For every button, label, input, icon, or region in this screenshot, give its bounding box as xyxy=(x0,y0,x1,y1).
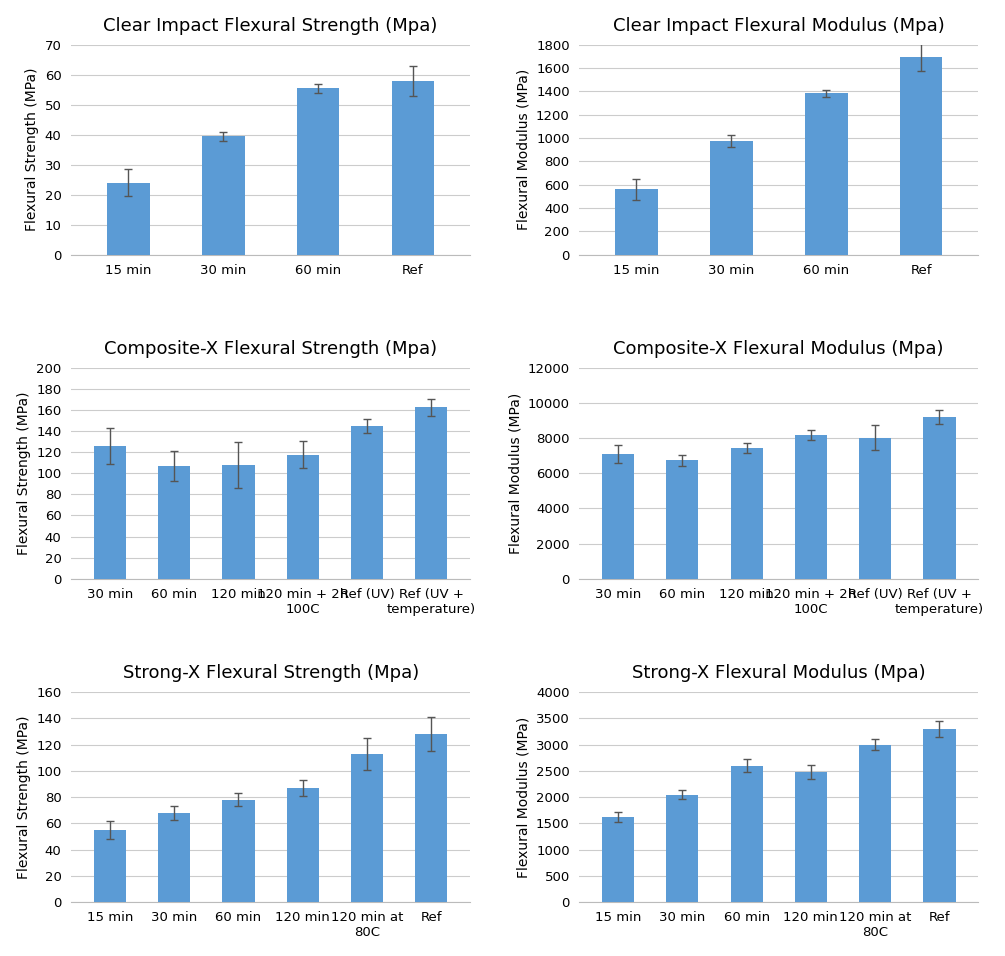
Bar xyxy=(710,141,753,255)
Y-axis label: Flexural Strength (MPa): Flexural Strength (MPa) xyxy=(25,68,39,231)
Bar xyxy=(615,189,657,255)
Bar xyxy=(415,407,447,578)
Bar xyxy=(602,817,634,902)
Title: Clear Impact Flexural Strength (Mpa): Clear Impact Flexural Strength (Mpa) xyxy=(104,16,438,34)
Bar xyxy=(222,800,254,902)
Bar xyxy=(899,57,943,255)
Bar xyxy=(666,794,698,902)
Bar xyxy=(158,813,190,902)
Bar xyxy=(202,136,244,255)
Bar xyxy=(222,465,254,578)
Bar xyxy=(924,728,956,902)
Bar xyxy=(286,454,319,578)
Title: Strong-X Flexural Strength (Mpa): Strong-X Flexural Strength (Mpa) xyxy=(123,664,419,683)
Bar xyxy=(859,438,891,578)
Bar xyxy=(286,788,319,902)
Bar xyxy=(107,183,150,255)
Bar xyxy=(795,435,827,578)
Title: Composite-X Flexural Strength (Mpa): Composite-X Flexural Strength (Mpa) xyxy=(105,340,437,358)
Y-axis label: Flexural Strength (MPa): Flexural Strength (MPa) xyxy=(17,715,31,879)
Bar xyxy=(602,454,634,578)
Y-axis label: Flexural Modulus (MPa): Flexural Modulus (MPa) xyxy=(517,717,531,878)
Y-axis label: Flexural Strength (MPa): Flexural Strength (MPa) xyxy=(17,392,31,555)
Bar xyxy=(158,467,190,578)
Bar xyxy=(351,754,383,902)
Bar xyxy=(805,93,847,255)
Title: Composite-X Flexural Modulus (Mpa): Composite-X Flexural Modulus (Mpa) xyxy=(613,340,944,358)
Bar xyxy=(351,426,383,578)
Bar xyxy=(93,830,126,902)
Bar xyxy=(795,771,827,902)
Bar xyxy=(666,460,698,578)
Bar xyxy=(859,745,891,902)
Bar xyxy=(93,446,126,578)
Bar xyxy=(392,80,434,255)
Bar xyxy=(296,88,340,255)
Bar xyxy=(924,418,956,578)
Bar xyxy=(415,734,447,902)
Y-axis label: Flexural Modulus (MPa): Flexural Modulus (MPa) xyxy=(508,393,522,554)
Bar xyxy=(731,448,763,578)
Bar xyxy=(731,766,763,902)
Title: Clear Impact Flexural Modulus (Mpa): Clear Impact Flexural Modulus (Mpa) xyxy=(613,16,945,34)
Title: Strong-X Flexural Modulus (Mpa): Strong-X Flexural Modulus (Mpa) xyxy=(632,664,926,683)
Y-axis label: Flexural Modulus (MPa): Flexural Modulus (MPa) xyxy=(517,69,531,230)
